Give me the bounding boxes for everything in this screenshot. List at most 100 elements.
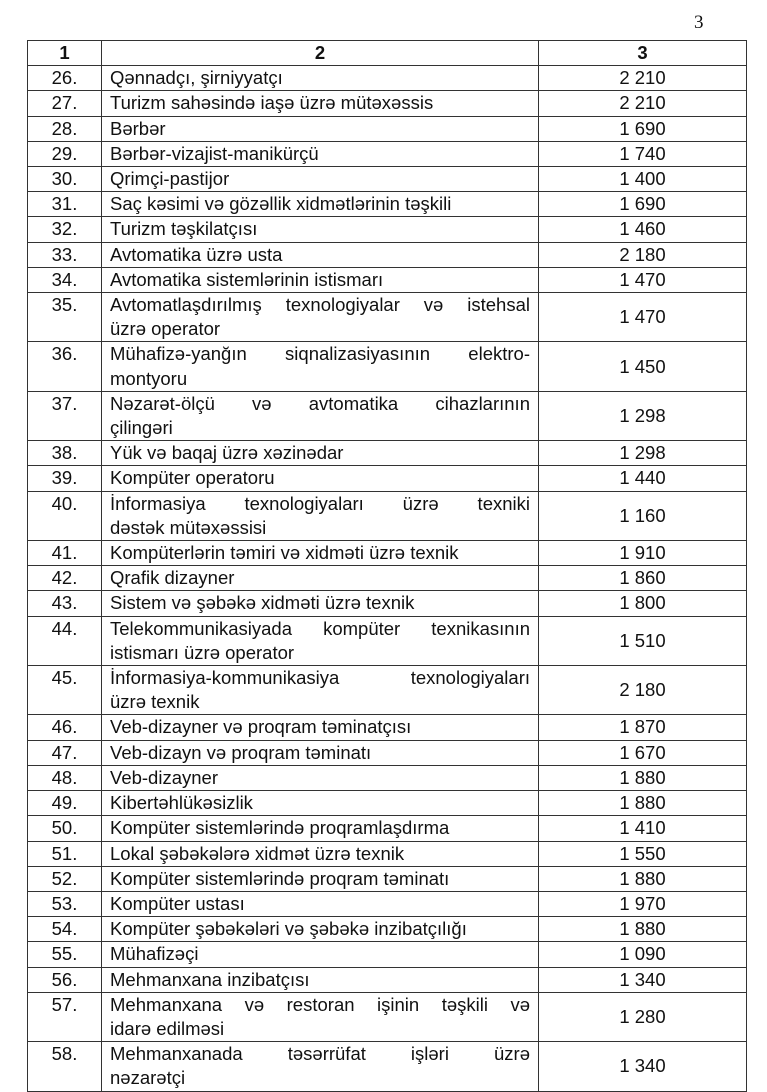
table-row: 26. Qənnadçı, şirniyyatçı 2 210 [27,65,747,92]
profession-name-line: çilingəri [110,417,173,439]
profession-name-line: Qrafik dizayner [110,567,235,589]
profession-name-line: Bərbər [110,117,166,139]
profession-name-line: üzrə operator [110,318,221,340]
row-value: 1 090 [538,941,747,968]
row-value: 1 410 [538,815,747,842]
row-value: 1 470 [538,266,747,294]
row-number: 52. [27,865,102,892]
profession-name: Mehmanxana inzibatçısı [101,966,539,993]
profession-name-line: Avtomatika üzrə usta [110,243,283,265]
table-row: 56. Mehmanxana inzibatçısı 1 340 [27,966,747,993]
profession-name: Mühafizəçi [101,941,539,968]
profession-name-line: Veb-dizayner [110,766,218,788]
profession-name-line: Qrimçi-pastijor [110,168,230,190]
row-value: 1 880 [538,764,747,792]
header-col-2: 2 [101,39,539,67]
table-row: 52. Kompüter sistemlərində proqram təmina… [27,865,747,892]
profession-name: Saç kəsimi və gözəllik xidmətlərinin təş… [101,191,539,218]
table-row: 47. Veb-dizayn və proqram təminatı 1 670 [27,739,747,766]
row-number: 57. [27,991,102,1043]
table-row: 33. Avtomatika üzrə usta 2 180 [27,241,747,268]
table-row: 45. İnformasiya-kommunikasiya texnologiya… [27,665,747,716]
profession-name: Lokal şəbəkələrə xidmət üzrə texnik [101,840,539,867]
row-number: 46. [27,714,102,741]
profession-name: Turizm təşkilatçısı [101,216,539,243]
profession-name: Sistem və şəbəkə xidməti üzrə texnik [101,590,539,617]
profession-name-line: İnformasiya-kommunikasiya texnologiyalar… [110,667,530,689]
table-row: 46. Veb-dizayner və proqram təminatçısı 1 … [27,714,747,741]
profession-name: Mehmanxana və restoran işinin təşkili və… [101,991,539,1043]
table-row: 43. Sistem və şəbəkə xidməti üzrə texnik 1… [27,590,747,617]
row-number: 26. [27,65,102,92]
row-value: 1 510 [538,615,747,667]
profession-name-line: Lokal şəbəkələrə xidmət üzrə texnik [110,842,405,864]
profession-name-line: İnformasiya texnologiyaları üzrə texniki [110,492,530,514]
profession-name-line: nəzarətçi [110,1067,186,1089]
row-value: 1 740 [538,140,747,168]
row-value: 1 298 [538,440,747,467]
row-number: 44. [27,615,102,667]
row-number: 48. [27,764,102,792]
table-row: 29. Bərbər-vizajist-manikürçü 1 740 [27,140,747,168]
row-number: 40. [27,490,102,542]
table-row: 37. Nəzarət-ölçü və avtomatika cihazların… [27,390,747,442]
table-row: 41. Kompüterlərin təmiri və xidməti üzrə … [27,540,747,567]
profession-name-line: Mühafizəçi [110,943,199,965]
row-number: 29. [27,140,102,168]
row-value: 1 550 [538,840,747,867]
profession-name-line: Telekommunikasiyada kompüter texnikasını… [110,617,530,639]
row-value: 1 440 [538,465,747,492]
row-number: 47. [27,739,102,766]
row-number: 54. [27,916,102,943]
row-value: 1 160 [538,490,747,542]
row-value: 1 690 [538,191,747,218]
profession-name-line: dəstək mütəxəssisi [110,516,267,538]
row-number: 56. [27,966,102,993]
row-value: 1 298 [538,390,747,442]
row-value: 1 400 [538,166,747,193]
row-number: 49. [27,790,102,817]
table-row: 30. Qrimçi-pastijor 1 400 [27,166,747,193]
row-value: 2 180 [538,665,747,716]
row-value: 2 210 [538,65,747,92]
row-number: 58. [27,1041,102,1092]
profession-name: Veb-dizayner [101,764,539,792]
table-row: 34. Avtomatika sistemlərinin istismarı 1 4… [27,266,747,294]
profession-name-line: istismarı üzrə operator [110,641,295,663]
profession-name: Veb-dizayner və proqram təminatçısı [101,714,539,741]
row-value: 1 880 [538,865,747,892]
row-number: 41. [27,540,102,567]
table-row: 58. Mehmanxanada təsərrüfat işləri üzrə nə… [27,1041,747,1092]
row-value: 1 460 [538,216,747,243]
profession-name: Qənnadçı, şirniyyatçı [101,65,539,92]
row-value: 1 870 [538,714,747,741]
row-number: 35. [27,292,102,343]
profession-name-line: Veb-dizayn və proqram təminatı [110,741,372,763]
row-number: 43. [27,590,102,617]
table-row: 32. Turizm təşkilatçısı 1 460 [27,216,747,243]
profession-name: Mehmanxanada təsərrüfat işləri üzrə nəzar… [101,1041,539,1092]
profession-name: İnformasiya-kommunikasiya texnologiyalar… [101,665,539,716]
row-value: 1 690 [538,115,747,142]
profession-name-line: Mehmanxanada təsərrüfat işləri üzrə [110,1043,530,1065]
row-value: 2 180 [538,241,747,268]
table-row: 40. İnformasiya texnologiyaları üzrə texn… [27,490,747,542]
row-value: 1 800 [538,590,747,617]
row-number: 37. [27,390,102,442]
table-row: 28. Bərbər 1 690 [27,115,747,142]
table-row: 54. Kompüter şəbəkələri və şəbəkə inzibat… [27,916,747,943]
table-row: 42. Qrafik dizayner 1 860 [27,565,747,592]
profession-name-line: Kompüter sistemlərində proqramlaşdırma [110,817,450,839]
row-number: 30. [27,166,102,193]
table-row: 39. Kompüter operatoru 1 440 [27,465,747,492]
profession-name: Avtomatika sistemlərinin istismarı [101,266,539,294]
profession-name-line: Turizm təşkilatçısı [110,218,258,240]
table-row: 31. Saç kəsimi və gözəllik xidmətlərinin … [27,191,747,218]
row-number: 45. [27,665,102,716]
profession-name-line: üzrə texnik [110,691,200,713]
profession-name: Turizm sahəsində iaşə üzrə mütəxəssis [101,90,539,117]
row-number: 51. [27,840,102,867]
profession-name-line: Mühafizə-yanğın siqnalizasiyasının elekt… [110,343,530,365]
table-row: 27. Turizm sahəsində iaşə üzrə mütəxəssis… [27,90,747,117]
page-number: 3 [694,12,704,33]
